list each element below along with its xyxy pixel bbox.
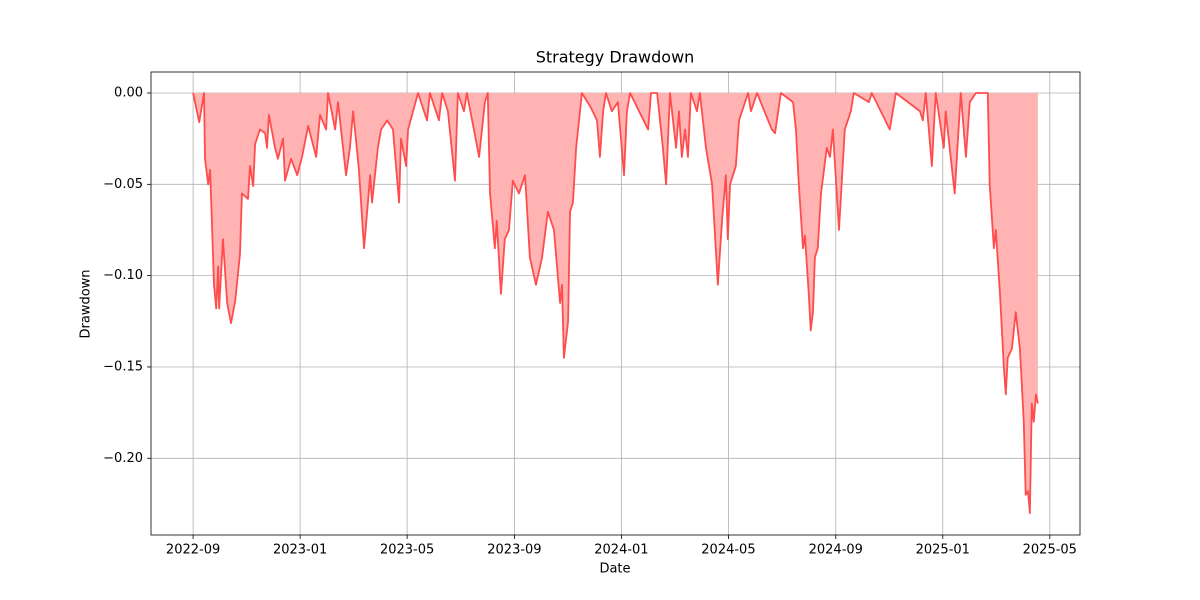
x-tick-label: 2024-09 xyxy=(809,543,863,558)
plot-frame xyxy=(150,71,1081,536)
x-tick-label: 2025-01 xyxy=(916,543,970,558)
y-tick-label: −0.15 xyxy=(103,359,143,374)
drawdown-line xyxy=(192,92,1039,514)
y-tick-label: −0.05 xyxy=(103,177,143,192)
x-tick-label: 2023-05 xyxy=(380,543,434,558)
x-tick-label: 2022-09 xyxy=(166,543,220,558)
x-axis-label: Date xyxy=(599,562,630,577)
y-axis-label: Drawdown xyxy=(79,269,94,338)
y-tick-label: −0.20 xyxy=(103,451,143,466)
x-tick-label: 2024-05 xyxy=(701,543,755,558)
y-tick-label: 0.00 xyxy=(114,86,143,101)
area-fill xyxy=(193,93,1038,514)
x-tick-label: 2023-09 xyxy=(487,543,541,558)
x-tick-label: 2024-01 xyxy=(594,543,648,558)
y-tick-label: −0.10 xyxy=(103,268,143,283)
x-tick-label: 2023-01 xyxy=(273,543,327,558)
x-tick-label: 2025-05 xyxy=(1023,543,1077,558)
chart-title: Strategy Drawdown xyxy=(536,48,695,67)
